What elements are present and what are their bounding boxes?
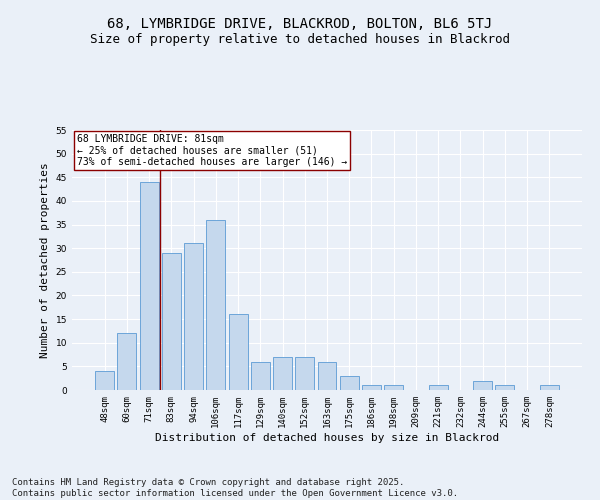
Bar [95,371,114,390]
Bar [317,362,337,390]
Bar [273,357,292,390]
Text: 68, LYMBRIDGE DRIVE, BLACKROD, BOLTON, BL6 5TJ: 68, LYMBRIDGE DRIVE, BLACKROD, BOLTON, B… [107,18,493,32]
Bar [251,362,270,390]
Bar [140,182,158,390]
X-axis label: Distribution of detached houses by size in Blackrod: Distribution of detached houses by size … [155,432,499,442]
Bar [540,386,559,390]
Bar [295,357,314,390]
Bar [229,314,248,390]
Bar [362,386,381,390]
Text: 68 LYMBRIDGE DRIVE: 81sqm
← 25% of detached houses are smaller (51)
73% of semi-: 68 LYMBRIDGE DRIVE: 81sqm ← 25% of detac… [77,134,347,167]
Bar [496,386,514,390]
Bar [184,244,203,390]
Bar [206,220,225,390]
Bar [162,253,181,390]
Text: Contains HM Land Registry data © Crown copyright and database right 2025.
Contai: Contains HM Land Registry data © Crown c… [12,478,458,498]
Text: Size of property relative to detached houses in Blackrod: Size of property relative to detached ho… [90,32,510,46]
Bar [429,386,448,390]
Y-axis label: Number of detached properties: Number of detached properties [40,162,50,358]
Bar [473,380,492,390]
Bar [384,386,403,390]
Bar [118,334,136,390]
Bar [340,376,359,390]
